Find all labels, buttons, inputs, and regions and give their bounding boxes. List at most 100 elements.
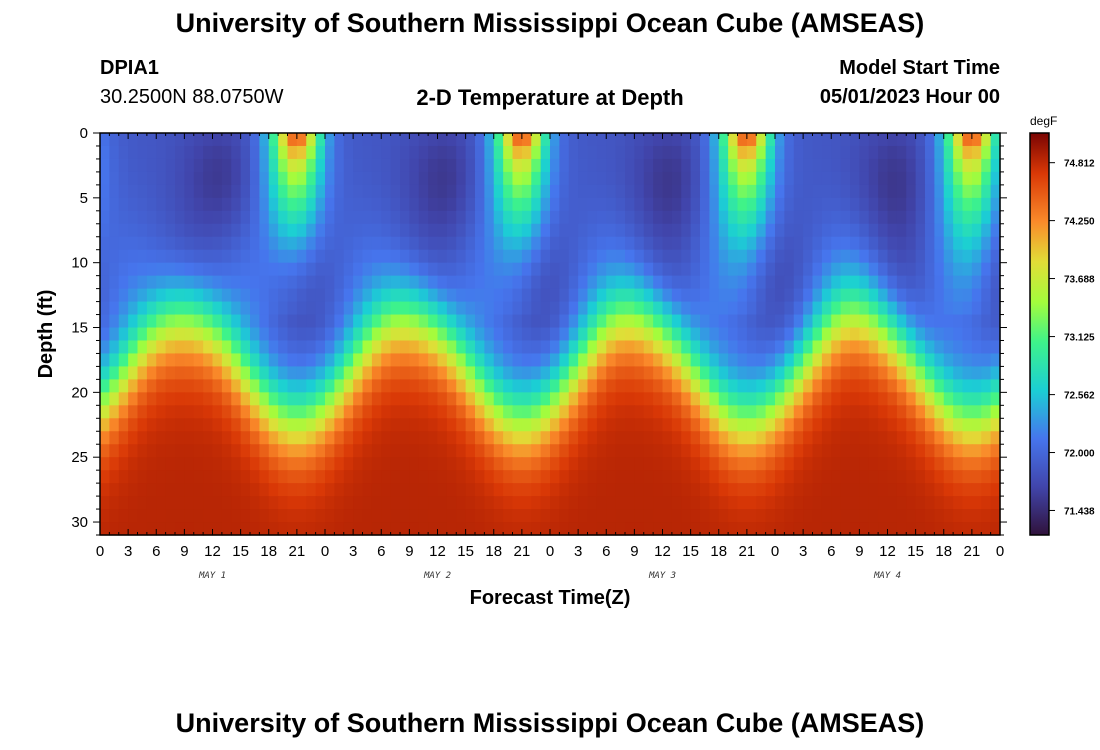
heat-cell — [728, 275, 739, 290]
heat-cell — [278, 496, 289, 510]
heat-cell — [793, 236, 804, 251]
heat-cell — [165, 314, 176, 329]
heat-cell — [709, 366, 720, 380]
heat-cell — [728, 288, 739, 303]
heat-cell — [896, 210, 907, 225]
heat-cell — [784, 379, 795, 393]
heat-cell — [756, 470, 767, 484]
heat-cell — [812, 405, 823, 419]
heat-cell — [446, 133, 457, 147]
heat-cell — [156, 158, 167, 173]
heat-cell — [493, 145, 504, 160]
heat-cell — [165, 223, 176, 238]
heat-cell — [212, 301, 223, 316]
heat-cell — [296, 353, 307, 368]
heat-cell — [540, 288, 551, 303]
heat-cell — [278, 249, 289, 264]
heat-cell — [193, 457, 204, 471]
heat-cell — [550, 431, 560, 445]
heat-cell — [165, 158, 176, 173]
heat-cell — [203, 133, 214, 147]
heat-cell — [653, 236, 664, 251]
heat-cell — [540, 457, 551, 471]
heat-cell — [390, 353, 401, 368]
heat-cell — [465, 210, 476, 225]
heat-cell — [259, 158, 270, 173]
heat-cell — [418, 197, 429, 212]
heat-cell — [540, 353, 551, 368]
heat-cell — [596, 327, 607, 342]
heat-cell — [718, 249, 729, 264]
heat-cell — [409, 249, 420, 264]
heat-cell — [446, 483, 457, 497]
heat-cell — [456, 522, 467, 536]
heat-cell — [165, 457, 176, 471]
heat-cell — [521, 133, 532, 147]
heat-cell — [868, 236, 879, 251]
heat-cell — [840, 366, 851, 380]
heat-cell — [990, 496, 1001, 510]
heat-cell — [268, 405, 279, 419]
heat-cell — [943, 314, 954, 329]
heat-cell — [550, 288, 560, 303]
heat-cell — [315, 236, 326, 251]
heat-cell — [746, 431, 757, 445]
heat-cell — [362, 223, 373, 238]
heat-cell — [775, 197, 785, 212]
heat-cell — [400, 522, 410, 536]
heat-cell — [456, 483, 467, 497]
heat-cell — [784, 301, 795, 316]
heat-cell — [671, 340, 682, 355]
heat-cell — [531, 249, 542, 264]
heat-cell — [296, 392, 307, 406]
heat-cell — [353, 275, 364, 290]
heat-cell — [493, 405, 504, 419]
heat-cell — [690, 340, 701, 355]
heat-cell — [596, 145, 607, 160]
heat-cell — [868, 327, 879, 342]
heat-cell — [596, 301, 607, 316]
heat-cell — [287, 288, 298, 303]
heat-cell — [512, 223, 523, 238]
heat-cell — [512, 483, 523, 497]
heat-cell — [240, 483, 251, 497]
heat-cell — [118, 431, 129, 445]
heat-cell — [250, 184, 260, 199]
heat-cell — [428, 457, 439, 471]
heat-cell — [812, 314, 823, 329]
heat-cell — [390, 288, 401, 303]
heat-cell — [756, 444, 767, 458]
heat-cell — [943, 418, 954, 432]
heat-cell — [306, 327, 317, 342]
heat-cell — [465, 314, 476, 329]
heat-cell — [221, 444, 232, 458]
heat-cell — [615, 210, 626, 225]
heat-cell — [878, 171, 889, 186]
heat-cell — [943, 249, 954, 264]
heat-cell — [812, 522, 823, 536]
heat-cell — [925, 392, 935, 406]
heat-cell — [446, 171, 457, 186]
heat-cell — [681, 431, 692, 445]
heat-cell — [193, 275, 204, 290]
heat-cell — [840, 418, 851, 432]
heat-cell — [550, 522, 560, 536]
heat-cell — [765, 236, 776, 251]
heat-cell — [100, 366, 110, 380]
heat-cell — [296, 236, 307, 251]
heat-cell — [915, 210, 926, 225]
heat-cell — [475, 379, 485, 393]
heat-cell — [625, 275, 635, 290]
heat-cell — [418, 275, 429, 290]
heat-cell — [334, 210, 345, 225]
heat-cell — [962, 223, 973, 238]
heat-cell — [559, 522, 570, 536]
heat-cell — [203, 197, 214, 212]
heat-cell — [343, 184, 354, 199]
heat-cell — [990, 405, 1001, 419]
heat-cell — [137, 249, 148, 264]
heat-cell — [643, 340, 654, 355]
heat-cell — [690, 210, 701, 225]
heat-cell — [953, 197, 964, 212]
heat-cell — [775, 301, 785, 316]
